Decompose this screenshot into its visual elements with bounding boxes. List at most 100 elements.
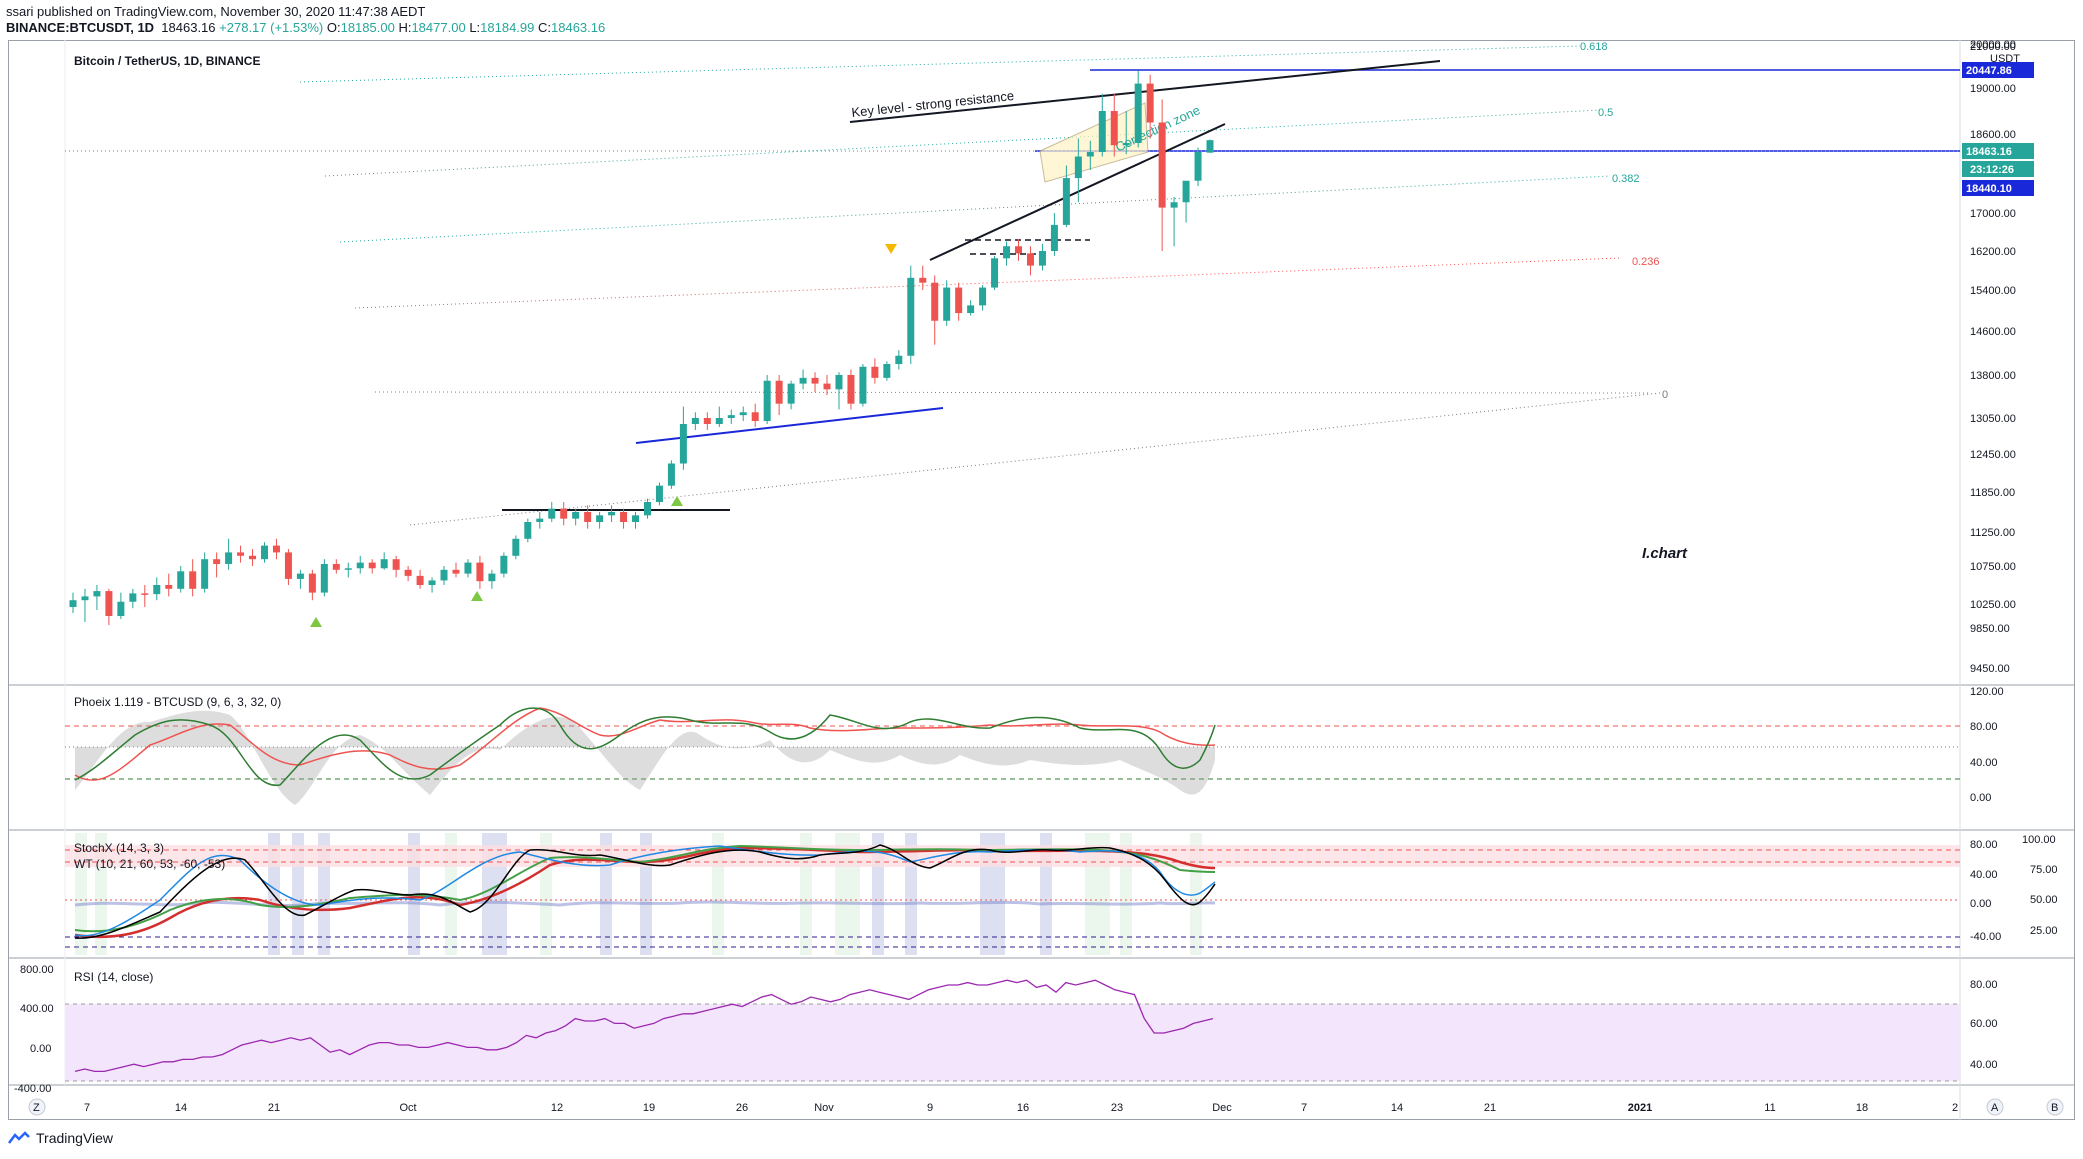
phoeix-tick: 0.00 xyxy=(1970,792,1991,804)
candle-down xyxy=(404,569,412,576)
tradingview-logo-icon xyxy=(8,1131,30,1144)
auto-scale-button[interactable] xyxy=(1986,1098,2004,1116)
candle-down xyxy=(368,562,376,569)
candle-up xyxy=(572,512,580,519)
uptrend-line[interactable] xyxy=(929,123,1226,261)
candle-up xyxy=(1122,143,1130,146)
price-tick-label: 11250.00 xyxy=(1970,527,2015,539)
candle-up xyxy=(225,552,233,564)
correction-zone-channel[interactable] xyxy=(1039,102,1149,183)
auto-scale-left-label: Z xyxy=(33,1102,40,1114)
level-price-tag xyxy=(1962,180,2034,196)
time-tick-label: 21 xyxy=(1484,1102,1496,1114)
candle-up xyxy=(715,418,723,424)
candle-up xyxy=(428,580,436,585)
close-label: C: xyxy=(538,20,552,35)
high-value: 18477.00 xyxy=(411,20,466,35)
stoch-tick: 40.00 xyxy=(1970,869,1998,881)
stochx-title: StochX (14, 3, 3) xyxy=(74,841,164,855)
price-tick-label: 19000.00 xyxy=(1970,83,2016,95)
candle-up xyxy=(1134,83,1142,143)
price-tick-label: 20000.00 xyxy=(1970,39,2016,51)
candle-up xyxy=(153,585,161,595)
rsi-axis: 80.00 60.00 40.00 xyxy=(1970,979,1998,1071)
candle-up xyxy=(739,412,747,416)
rsi-left-tick: 400.00 xyxy=(20,1003,54,1015)
sell-signal-marker xyxy=(885,244,897,254)
candle-down xyxy=(811,377,819,384)
rsi-left-tick: 800.00 xyxy=(20,964,54,976)
candle-up xyxy=(1194,152,1202,181)
key-level-annotation: Key level - strong resistance xyxy=(851,88,1015,120)
rsi-left-tick: 0.00 xyxy=(30,1043,51,1055)
candle-up xyxy=(967,305,975,314)
time-tick-label: 19 xyxy=(643,1102,655,1114)
candle-up xyxy=(655,485,663,502)
resistance-price-tag xyxy=(1962,62,2034,78)
stoch-tick: 0.00 xyxy=(1970,898,1991,910)
candle-up xyxy=(1170,202,1178,208)
candle-down xyxy=(476,562,484,582)
phoeix-title: Phoeix 1.119 - BTCUSD (9, 6, 3, 32, 0) xyxy=(74,695,281,709)
candle-up xyxy=(129,593,137,602)
fib-label-0382: 0.382 xyxy=(1612,173,1640,185)
candle-down xyxy=(189,571,197,589)
auto-scale-label: A xyxy=(1991,1102,1999,1114)
price-tags: 20447.86 18463.16 23:12:26 18440.10 xyxy=(1962,62,2034,196)
candle-up xyxy=(632,515,640,522)
candle-down xyxy=(751,412,759,421)
price-tick-label: 14600.00 xyxy=(1970,326,2016,338)
price-tick-label: 10750.00 xyxy=(1970,561,2016,573)
log-scale-button[interactable] xyxy=(2046,1098,2064,1116)
rsi-tick: 80.00 xyxy=(1970,979,1998,991)
fib-labels: 0.618 0.5 0.382 0.236 0 xyxy=(1580,41,1668,401)
candle-down xyxy=(871,366,879,378)
candle-up xyxy=(1182,180,1190,203)
chart-frame xyxy=(8,40,2075,1120)
footer-brand[interactable]: TradingView xyxy=(8,1130,113,1146)
footer-brand-label: TradingView xyxy=(36,1130,114,1146)
candle-down xyxy=(141,593,149,595)
candle-down xyxy=(237,552,245,556)
symbol-label: BINANCE:BTCUSDT, 1D xyxy=(6,20,155,35)
candle-down xyxy=(272,545,280,553)
time-tick-label: 9 xyxy=(927,1102,933,1114)
time-axis-buttons[interactable]: Z A B xyxy=(28,1098,2064,1116)
candle-up xyxy=(296,573,304,579)
rsi-tick: 60.00 xyxy=(1970,1018,1998,1030)
time-tick-label: 2 xyxy=(1952,1102,1958,1114)
candle-up xyxy=(787,383,795,404)
high-label: H: xyxy=(398,20,412,35)
publish-info: ssari published on TradingView.com, Nove… xyxy=(6,4,426,19)
candle-down xyxy=(249,555,257,560)
candle-up xyxy=(81,596,89,601)
time-tick-label: 26 xyxy=(736,1102,748,1114)
candle-up xyxy=(1074,156,1082,179)
bar-countdown-tag xyxy=(1962,161,2034,177)
candle-down xyxy=(847,375,855,404)
candle-down xyxy=(931,282,939,321)
last-price-tag xyxy=(1962,143,2034,159)
candle-down xyxy=(584,512,592,522)
key-level-trendline[interactable] xyxy=(849,60,1441,123)
candle-down xyxy=(105,591,113,616)
time-tick-label: 18 xyxy=(1856,1102,1868,1114)
candle-up xyxy=(835,375,843,390)
candle-up xyxy=(356,562,364,569)
price-tick-label: 16200.00 xyxy=(1970,246,2016,258)
candle-down xyxy=(416,575,424,585)
candle-up xyxy=(464,562,472,574)
price-tick-label: 11850.00 xyxy=(1970,487,2015,499)
candle-down xyxy=(1015,246,1023,254)
candle-down xyxy=(1146,83,1154,123)
candlestick-series xyxy=(69,70,1214,625)
candle-up xyxy=(1050,224,1058,251)
candle-up xyxy=(608,512,616,516)
candle-up xyxy=(320,563,328,593)
auto-scale-left-button[interactable] xyxy=(28,1098,46,1116)
support-trendline[interactable] xyxy=(635,407,944,444)
candle-up xyxy=(943,287,951,321)
price-tick-label: 13800.00 xyxy=(1970,370,2016,382)
time-tick-label: 7 xyxy=(84,1102,90,1114)
